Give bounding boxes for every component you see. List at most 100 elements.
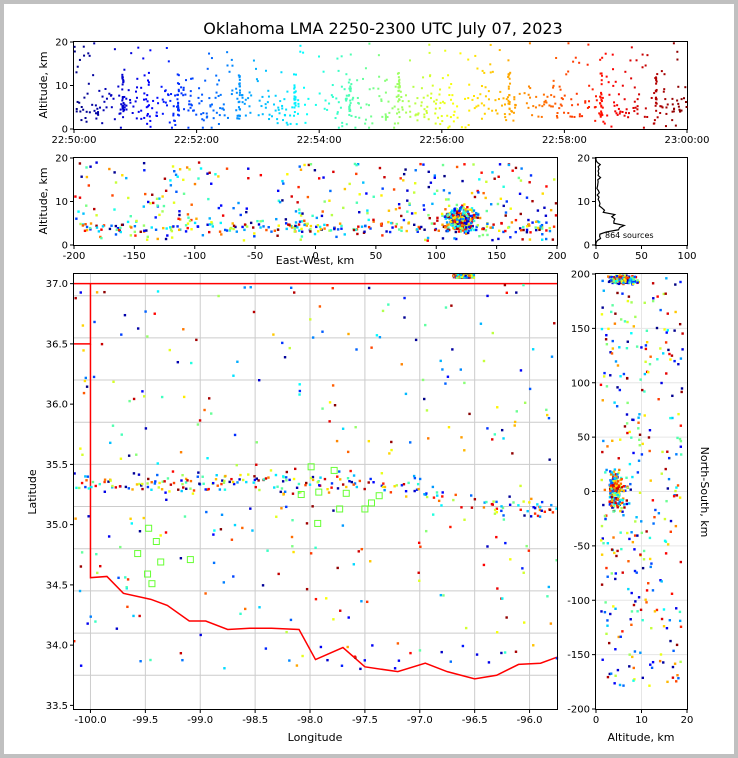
time-height-point (570, 98, 573, 101)
time-height-point (529, 96, 532, 99)
altitude-ns-point (622, 489, 626, 493)
east-west-point (298, 211, 301, 215)
time-height-point (427, 118, 430, 121)
plan-view-point (249, 507, 252, 510)
time-height-point (614, 80, 617, 83)
plan-view-point (548, 458, 551, 461)
east-west-point (529, 174, 533, 177)
east-west-point (172, 225, 175, 228)
time-height-point (408, 105, 411, 108)
plan-view-point (235, 463, 238, 467)
time-height-point (155, 111, 158, 114)
plan-view-point (508, 503, 512, 507)
time-height-point (294, 104, 297, 107)
altitude-ns-point (605, 333, 608, 337)
plan-view-point (540, 509, 543, 512)
time-height-point (328, 102, 331, 105)
plan-view-point (84, 376, 88, 380)
time-height-point (145, 106, 148, 109)
altitude-ns-ytick-label: 0 (584, 487, 590, 498)
east-west-point (444, 208, 447, 211)
plan-view-point (280, 507, 283, 510)
altitude-ns-point (669, 358, 672, 361)
time-height-point (613, 104, 616, 107)
altitude-ns-point (649, 479, 652, 482)
east-west-point (300, 220, 304, 223)
altitude-ns-point (634, 315, 637, 319)
time-height-point (208, 52, 211, 55)
time-height-point (636, 105, 639, 108)
east-west-point (450, 222, 454, 225)
time-height-point (169, 99, 172, 102)
east-west-point (548, 226, 551, 230)
plan-view-point (404, 489, 408, 493)
east-west-point (467, 213, 470, 216)
east-west-point (464, 223, 468, 226)
east-west-point (520, 167, 523, 170)
plan-view-point (79, 447, 82, 450)
east-west-point (452, 226, 455, 230)
altitude-ns-point (650, 626, 653, 630)
lma-station-marker (145, 524, 153, 532)
time-height-point (567, 112, 570, 115)
east-west-point (460, 221, 463, 224)
time-height-point (395, 95, 398, 98)
east-west-point (465, 226, 468, 229)
east-west-point (552, 225, 556, 228)
plan-view-point (393, 667, 397, 670)
altitude-ns-point (609, 672, 613, 675)
time-height-point (600, 100, 603, 103)
plan-view-point (141, 390, 144, 393)
time-height-point (545, 101, 548, 104)
altitude-ns-point (631, 274, 634, 278)
east-west-point (400, 214, 403, 218)
time-height-point (661, 106, 664, 109)
east-west-point (525, 228, 529, 232)
altitude-ns-point (648, 362, 652, 366)
altitude-ns-point (616, 281, 619, 285)
time-height-point (280, 71, 283, 74)
altitude-ns-point (612, 494, 616, 497)
plan-view-point (138, 530, 142, 533)
east-west-point (465, 224, 469, 228)
east-west-point (113, 208, 116, 211)
altitude-ns-point (615, 482, 619, 486)
plan-view-point (441, 491, 444, 494)
east-west-point (163, 177, 167, 180)
time-height-point (218, 114, 221, 117)
time-height-point (507, 99, 510, 102)
east-west-point (281, 199, 284, 202)
east-west-point (356, 232, 359, 236)
time-height-point (388, 111, 391, 114)
east-west-point (412, 191, 416, 194)
east-west-point (478, 216, 482, 220)
east-west-point (299, 214, 303, 217)
altitude-ns-point (645, 341, 649, 344)
time-height-point (446, 114, 449, 117)
altitude-ns-point (602, 503, 605, 507)
plan-view-point (252, 481, 255, 484)
time-height-point (104, 87, 107, 90)
altitude-ns-point (610, 472, 613, 476)
plan-view-point (185, 487, 188, 491)
time-height-point (216, 83, 219, 86)
altitude-ns-point (614, 674, 617, 677)
plan-view-point (164, 491, 167, 494)
altitude-ns-xlabel: Altitude, km (607, 731, 674, 744)
altitude-ns-point (610, 275, 614, 279)
east-west-point (197, 161, 201, 164)
east-west-point (85, 166, 88, 169)
east-west-point (78, 162, 82, 165)
time-height-point (112, 97, 115, 100)
east-west-point (447, 226, 450, 229)
altitude-ns-point (614, 577, 617, 581)
time-height-point (514, 106, 517, 109)
time-height-axes-frame (73, 41, 688, 130)
east-west-point (356, 163, 360, 166)
plan-view-point (182, 395, 186, 399)
altitude-ns-point (629, 488, 632, 491)
time-height-point (121, 96, 124, 99)
altitude-ns-point (631, 655, 634, 659)
time-height-point (238, 114, 241, 117)
time-height-point (556, 116, 559, 119)
